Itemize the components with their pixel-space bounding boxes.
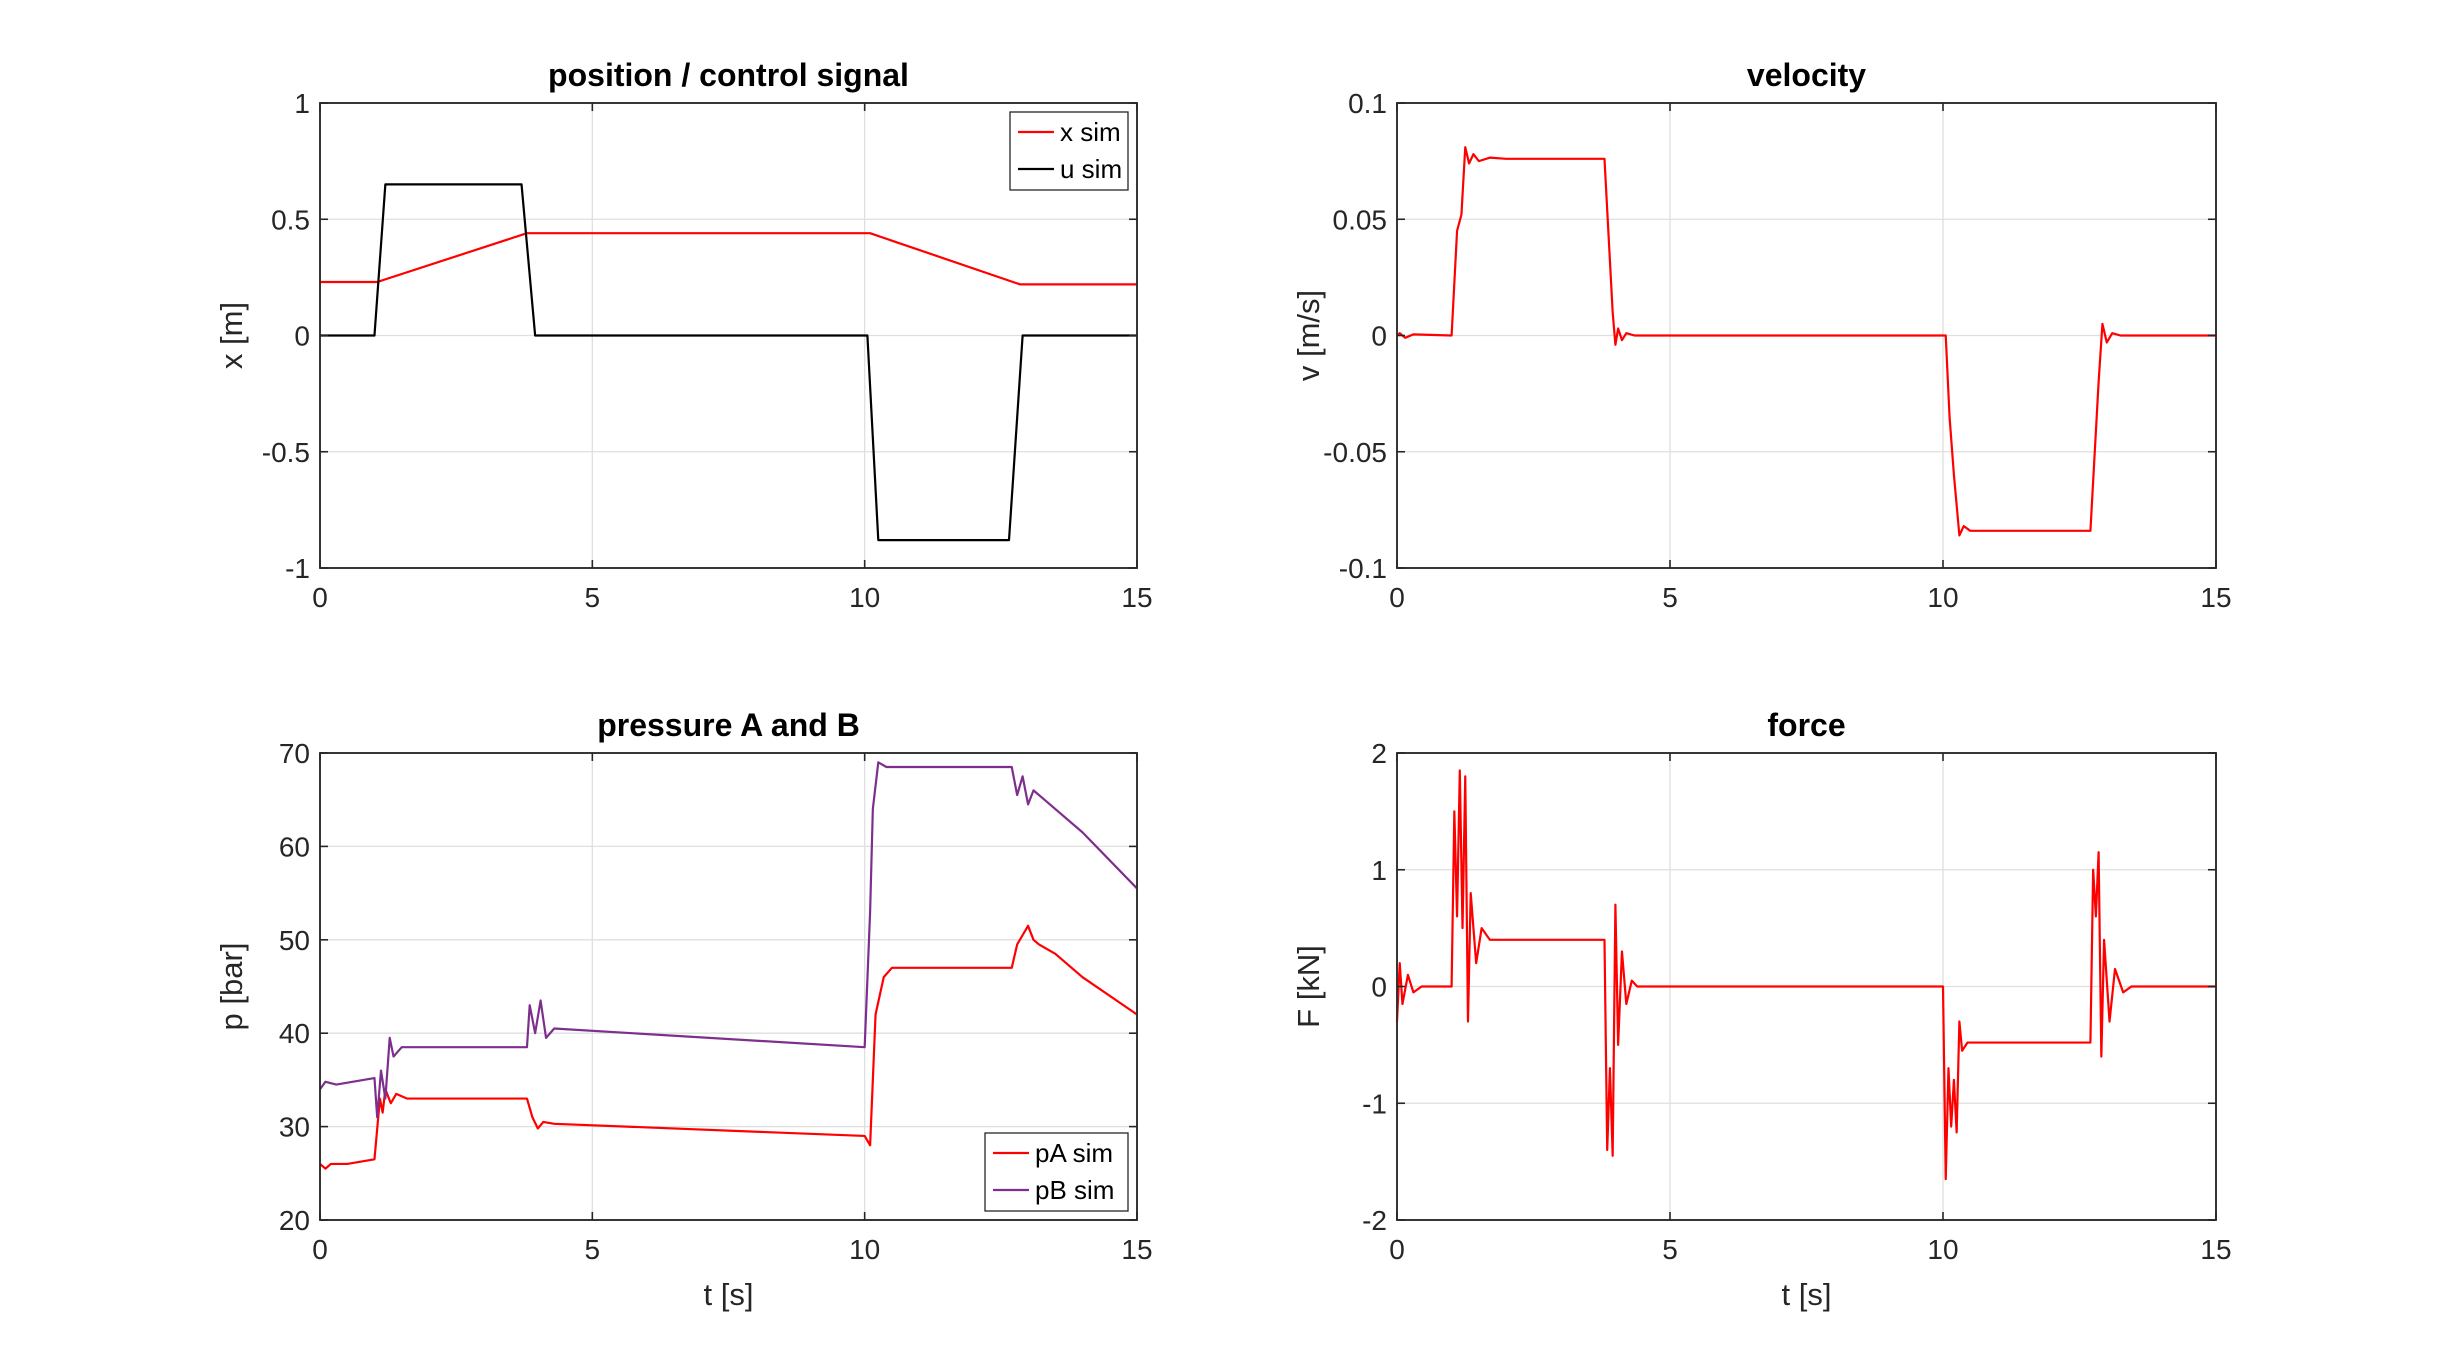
y-tick-label: 0 <box>1371 321 1387 352</box>
y-tick-label: 20 <box>279 1205 310 1236</box>
series-line-2 <box>320 183 1137 542</box>
y-tick-label: -0.5 <box>262 437 310 468</box>
x-tick-label: 0 <box>1389 1234 1405 1265</box>
y-axis-label: v [m/s] <box>1291 290 1326 381</box>
y-tick-label: 1 <box>294 88 310 119</box>
legend-box <box>984 1132 1129 1212</box>
axes-box <box>319 752 1138 1221</box>
series-line-1 <box>319 924 1138 1170</box>
y-tick-label: 30 <box>279 1112 310 1143</box>
y-tick-label: -0.1 <box>1339 553 1387 584</box>
chart-title: force <box>1767 707 1845 743</box>
y-tick-label: -1 <box>1362 1088 1387 1119</box>
x-tick-label: 10 <box>849 582 880 613</box>
series-line-2 <box>319 761 1138 1119</box>
x-tick-label: 5 <box>585 582 601 613</box>
y-tick-label: 1 <box>1371 855 1387 886</box>
legend-label: pB sim <box>1035 1175 1114 1205</box>
x-tick-label: 15 <box>2200 1234 2231 1265</box>
y-tick-label: -2 <box>1362 1205 1387 1236</box>
y-tick-label: 70 <box>279 738 310 769</box>
x-tick-label: 10 <box>1927 1234 1958 1265</box>
legend-box <box>1009 111 1129 191</box>
y-tick-label: 60 <box>279 831 310 862</box>
y-tick-label: 40 <box>279 1018 310 1049</box>
x-axis-label: t [s] <box>1782 1277 1832 1312</box>
y-tick-label: 50 <box>279 925 310 956</box>
legend-label: u sim <box>1060 154 1122 184</box>
subplot-position: position / control signal x [m] 0 5 10 15-1… <box>214 57 1153 613</box>
legend-label: pA sim <box>1035 1138 1113 1168</box>
legend-label: x sim <box>1060 117 1121 147</box>
series-line-1 <box>1395 769 2216 1181</box>
subplot-pressure: pressure A and B p [bar] t [s] 0 5 10 15 20 3… <box>214 707 1153 1312</box>
y-axis-label: x [m] <box>214 302 249 369</box>
series-line-1 <box>320 232 1137 286</box>
series-line-1 <box>1396 146 2216 537</box>
x-axis-label: t [s] <box>704 1277 754 1312</box>
x-tick-label: 10 <box>849 1234 880 1265</box>
y-axis-label: F [kN] <box>1291 945 1326 1028</box>
legend: x sim u sim <box>1009 111 1129 191</box>
x-tick-label: 0 <box>312 582 328 613</box>
y-tick-label: 0 <box>1371 972 1387 1003</box>
chart-title: pressure A and B <box>597 707 860 743</box>
y-tick-label: 0.1 <box>1348 88 1387 119</box>
y-tick-label: 0.5 <box>271 204 310 235</box>
y-tick-label: -0.05 <box>1323 437 1387 468</box>
x-tick-label: 5 <box>1662 1234 1678 1265</box>
y-tick-label: 2 <box>1371 738 1387 769</box>
x-tick-label: 5 <box>1662 582 1678 613</box>
subplot-velocity: velocity v [m/s] 0 5 10 15 -0.1 -0.05 0 0.05 0.1 <box>1291 57 2232 613</box>
x-tick-label: 0 <box>1389 582 1405 613</box>
x-tick-label: 0 <box>312 1234 328 1265</box>
y-tick-label: -1 <box>285 553 310 584</box>
y-tick-label: 0 <box>294 321 310 352</box>
subplot-force: force F [kN] t [s] 0 5 10 15 -2 -1 0 1 2 <box>1291 707 2232 1312</box>
x-tick-label: 10 <box>1927 582 1958 613</box>
y-tick-label: 0.05 <box>1333 204 1388 235</box>
x-tick-label: 15 <box>1121 1234 1152 1265</box>
x-tick-label: 15 <box>2200 582 2231 613</box>
y-axis-label: p [bar] <box>214 943 249 1031</box>
x-tick-label: 15 <box>1121 582 1152 613</box>
chart-title: position / control signal <box>548 57 909 93</box>
legend: pA sim pB sim <box>984 1132 1129 1212</box>
chart-title: velocity <box>1747 57 1866 93</box>
x-tick-label: 5 <box>585 1234 601 1265</box>
